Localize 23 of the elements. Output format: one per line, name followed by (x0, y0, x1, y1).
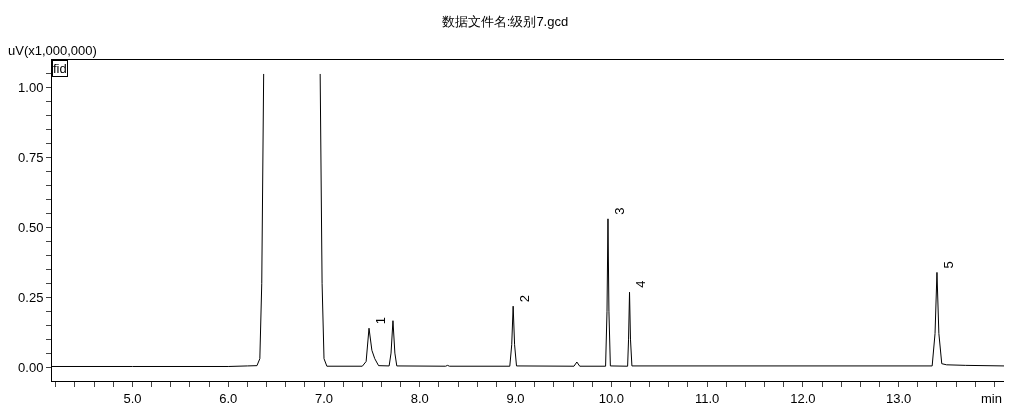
x-tick-label: 6.0 (219, 390, 238, 406)
x-tick-label: 12.0 (790, 390, 816, 406)
y-tick-label: 0.25 (18, 289, 44, 305)
annotation: 3 (612, 207, 628, 215)
x-tick-label: 10.0 (598, 390, 624, 406)
annotation: 1 (372, 317, 388, 325)
x-tick-label: 11.0 (694, 390, 720, 406)
x-tick-label: 9.0 (506, 390, 525, 406)
x-tick-label: 8.0 (410, 390, 429, 406)
annotation: 4 (633, 280, 649, 288)
y-tick-label: 1.00 (18, 80, 44, 96)
y-axis-title: uV(x1,000,000) (8, 43, 97, 58)
chart-title: 数据文件名:级别7.gcd (441, 13, 569, 29)
x-tick-label: 7.0 (314, 390, 334, 406)
x-tick-label: 5.0 (123, 390, 142, 406)
x-axis-title: min (981, 391, 1002, 406)
y-tick-label: 0.75 (18, 150, 44, 166)
y-tick-label: 0.50 (18, 220, 44, 236)
annotation: fid (53, 61, 67, 76)
y-tick-label: 0.00 (18, 359, 44, 375)
x-tick-label: 13.0 (885, 390, 912, 406)
annotation: 5 (940, 261, 956, 269)
annotation: 2 (516, 295, 532, 303)
